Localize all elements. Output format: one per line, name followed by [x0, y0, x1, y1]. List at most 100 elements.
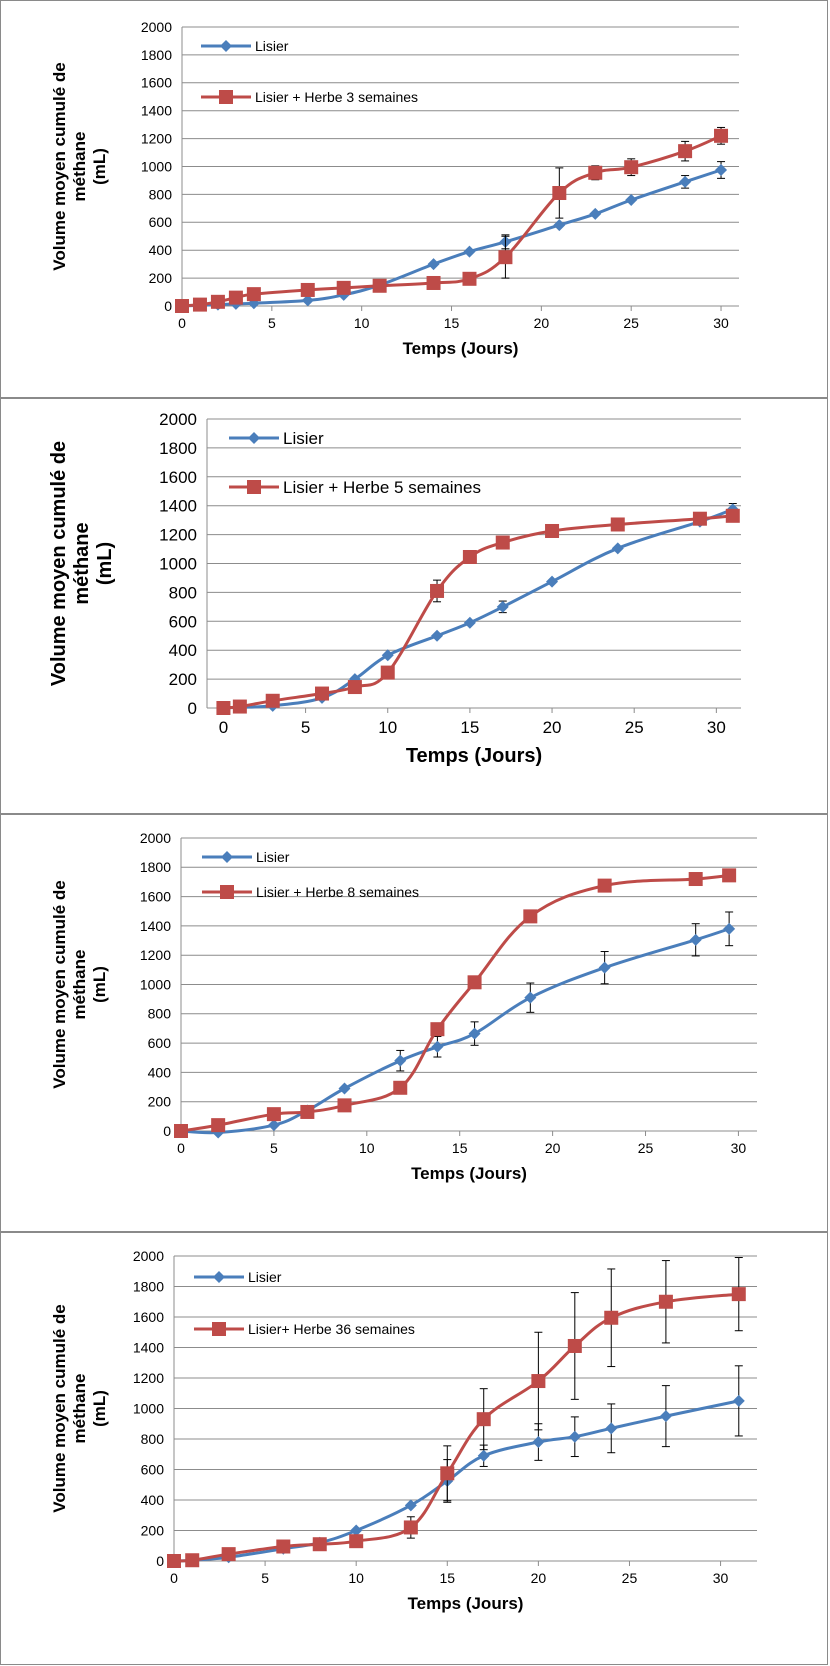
legend-marker-diamond [220, 40, 232, 52]
data-point-square [467, 975, 482, 990]
y-tick-label: 800 [149, 186, 173, 202]
data-point-square [725, 508, 740, 523]
y-axis-title-line: Volume moyen cumulé de [48, 441, 70, 686]
data-point-diamond [427, 258, 440, 271]
x-axis-title: Temps (Jours) [403, 339, 519, 358]
x-tick-label: 0 [178, 315, 186, 331]
data-point-diamond [394, 1054, 407, 1067]
data-point-square [610, 517, 625, 532]
y-tick-label: 1000 [133, 1400, 164, 1416]
y-tick-label: 800 [169, 583, 197, 602]
data-point-square [349, 1534, 364, 1549]
y-tick-label: 600 [169, 612, 197, 631]
chart-svg: 0 200 400 600 800 1000 1200 1400 1600 1800 2000 0 5 1… [50, 1248, 757, 1613]
y-tick-label: 1600 [140, 889, 171, 905]
data-point-diamond [267, 1119, 280, 1132]
y-tick-label: 400 [169, 641, 197, 660]
data-point-square [211, 1118, 226, 1133]
data-point-square [266, 1107, 281, 1122]
series-line [180, 873, 730, 1133]
y-tick-label: 800 [148, 1006, 172, 1022]
data-point-diamond [546, 575, 559, 588]
data-point-diamond [553, 219, 566, 232]
legend-marker-diamond [213, 1271, 225, 1283]
legend-marker-diamond [248, 432, 260, 444]
y-tick-label: 2000 [141, 19, 172, 35]
data-point-diamond [477, 1449, 490, 1462]
data-point-square [597, 878, 612, 893]
x-tick-label: 25 [622, 1570, 638, 1586]
data-point-square [731, 1287, 746, 1302]
series-line [181, 168, 722, 308]
data-point-square [216, 701, 231, 715]
x-tick-label: 20 [531, 1570, 547, 1586]
data-point-square [347, 680, 362, 695]
data-point-square [221, 1547, 236, 1562]
data-point-square [210, 294, 225, 309]
data-point-diamond [723, 922, 736, 935]
x-tick-label: 10 [378, 718, 397, 737]
x-axis-title: Temps (Jours) [406, 745, 542, 767]
x-tick-label: 30 [707, 718, 726, 737]
y-tick-label: 2000 [159, 410, 197, 429]
x-tick-label: 10 [348, 1570, 364, 1586]
data-point-square [531, 1374, 546, 1389]
data-point-diamond [404, 1499, 417, 1512]
data-point-diamond [659, 1410, 672, 1423]
y-axis-title-line: Volume moyen cumulé de [50, 880, 69, 1088]
y-tick-label: 1800 [159, 439, 197, 458]
data-point-square [624, 160, 639, 175]
data-point-square [380, 665, 395, 680]
data-point-diamond [568, 1430, 581, 1443]
y-tick-label: 2000 [133, 1248, 164, 1264]
x-tick-label: 15 [452, 1140, 468, 1156]
x-tick-label: 30 [713, 315, 729, 331]
legend-label: Lisier+ Herbe 36 semaines [248, 1321, 415, 1337]
y-tick-label: 1800 [140, 859, 171, 875]
data-point-diamond [524, 991, 537, 1004]
data-point-square [174, 1124, 188, 1138]
data-point-square [545, 523, 560, 538]
data-point-square [523, 909, 538, 924]
x-tick-label: 0 [170, 1570, 178, 1586]
y-axis-title-line: (mL) [90, 966, 109, 1003]
y-axis-title-line: méthane [71, 522, 93, 604]
y-tick-label: 1200 [140, 947, 171, 963]
data-point-square [276, 1539, 291, 1554]
data-point-square [588, 165, 603, 180]
chart-panel-2: 0 200 400 600 800 1000 1200 1400 1600 1800 2000 0 5 1… [0, 398, 828, 814]
data-point-square [175, 299, 189, 313]
x-tick-label: 0 [177, 1140, 185, 1156]
legend-label: Lisier [283, 429, 324, 448]
x-tick-label: 30 [731, 1140, 747, 1156]
data-point-square [567, 1338, 582, 1353]
data-point-square [167, 1554, 181, 1568]
y-tick-label: 1200 [141, 131, 172, 147]
data-point-diamond [605, 1422, 618, 1435]
x-tick-label: 5 [261, 1570, 269, 1586]
data-point-diamond [679, 175, 692, 188]
data-point-square [495, 535, 510, 550]
data-point-square [300, 1104, 315, 1119]
data-point-diamond [532, 1436, 545, 1449]
data-point-diamond [689, 933, 702, 946]
data-point-square [462, 549, 477, 564]
y-tick-label: 600 [149, 214, 173, 230]
y-tick-label: 1200 [159, 526, 197, 545]
data-point-square [476, 1412, 491, 1427]
data-point-diamond [715, 163, 728, 176]
y-axis-title-line: (mL) [94, 542, 116, 585]
chart-panel-3: 0 200 400 600 800 1000 1200 1400 1600 1800 2000 0 5 1… [0, 814, 828, 1232]
y-tick-label: 400 [141, 1492, 165, 1508]
data-point-diamond [468, 1027, 481, 1040]
data-point-square [300, 282, 315, 297]
legend-label: Lisier + Herbe 8 semaines [256, 884, 419, 900]
data-point-square [312, 1537, 327, 1552]
x-tick-label: 5 [270, 1140, 278, 1156]
legend-marker-square [220, 885, 234, 899]
legend-label: Lisier [255, 38, 289, 54]
data-point-square [228, 290, 243, 305]
data-point-square [714, 128, 729, 143]
data-point-square [315, 686, 330, 701]
x-tick-label: 5 [301, 718, 310, 737]
